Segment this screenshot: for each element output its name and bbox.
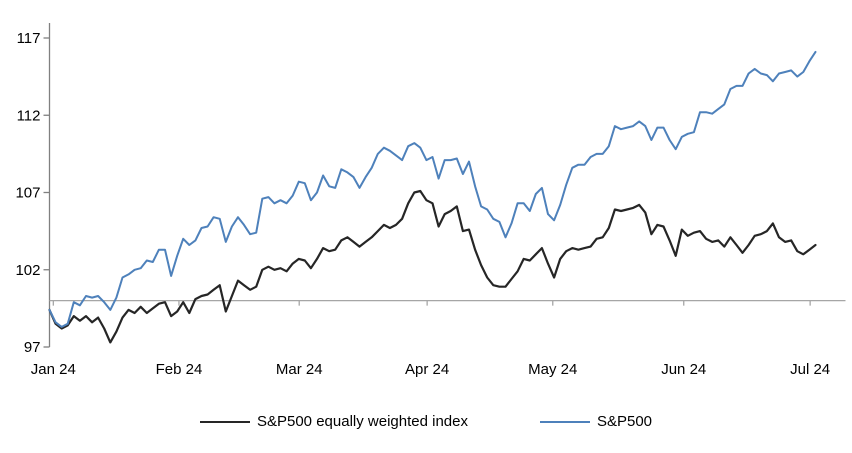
sp500-line-swatch [539,420,590,423]
equal-weight-line-swatch [199,420,250,423]
y-axis-tick-label: 117 [17,30,41,47]
x-axis-tick-labels: Jan 24 Feb 24 Mar 24 Apr 24 May 24 Jun 24 Jul … [31,361,830,378]
legend-item-sp500: S&P500 [539,413,653,430]
legend-label-equal-weight: S&P500 equally weighted index [256,413,468,430]
x-axis-tick-label: Mar 24 [276,361,323,378]
equal-weight-index-line [48,189,817,344]
sp500-line [48,50,817,328]
legend-item-equal-weight: S&P500 equally weighted index [199,413,468,430]
y-axis-tick-label: 107 [15,185,40,202]
y-axis: 97 102 107 112 117 [15,23,51,356]
legend: S&P500 equally weighted index S&P500 [0,413,852,430]
legend-label-sp500: S&P500 [596,413,653,430]
x-axis-tick-label: Jul 24 [790,361,830,378]
x-axis-tick-label: Feb 24 [156,361,203,378]
x-axis-tick-label: Jan 24 [31,361,76,378]
y-axis-tick-label: 97 [24,339,41,356]
chart-series [48,50,817,344]
y-axis-tick-label: 102 [15,262,40,279]
x-axis-tick-label: Apr 24 [405,361,449,378]
x-axis-tick-label: Jun 24 [661,361,706,378]
y-axis-tick-label: 112 [17,107,41,124]
x-axis-tick-label: May 24 [528,361,577,378]
x-axis-baseline [49,299,846,306]
